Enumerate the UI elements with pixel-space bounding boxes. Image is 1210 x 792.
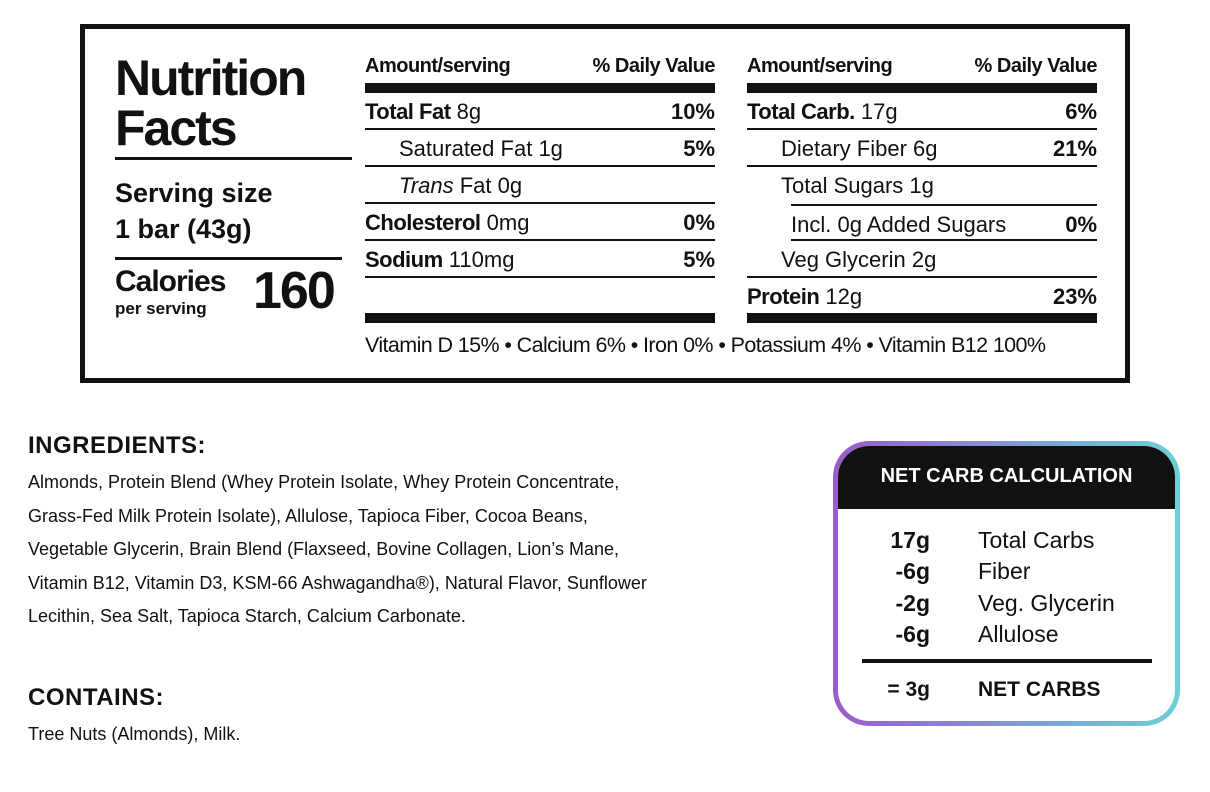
dv: 0%: [1065, 212, 1097, 237]
divider: [862, 659, 1152, 663]
divider: [115, 257, 342, 260]
nutrient-row: Saturated Fat 1g 5%: [365, 130, 715, 167]
dv: 5%: [683, 247, 715, 272]
label: Veg. Glycerin: [978, 590, 1115, 616]
label: Saturated Fat: [399, 136, 533, 161]
amount: -6g: [895, 558, 931, 584]
dv: 23%: [1052, 284, 1097, 309]
label: Sodium: [365, 247, 443, 272]
net-carb-inner: NET CARB CALCULATION 17g Total Carbs -6g F…: [838, 446, 1175, 721]
label-italic: Trans: [399, 173, 454, 198]
ingredients-heading: INGREDIENTS:: [28, 432, 207, 459]
column-header: Amount/serving % Daily Value: [365, 55, 716, 93]
amount: 17g: [890, 527, 930, 553]
dv: 21%: [1052, 136, 1097, 161]
label: NET CARBS: [978, 678, 1101, 701]
nutrient-row: Protein 12g 23%: [747, 278, 1097, 323]
nutrient-column: Amount/serving % Daily Value Total Carb. …: [747, 55, 1098, 323]
dv: 0%: [683, 210, 715, 235]
calories-value: 160: [253, 262, 336, 320]
label: Total Carbs: [978, 527, 1095, 553]
label: Total Sugars: [781, 173, 904, 198]
amount: 2g: [911, 247, 937, 272]
header-amount: Amount/serving: [747, 55, 893, 77]
contains-text: Tree Nuts (Almonds), Milk.: [28, 724, 241, 744]
nutrient-row: Total Fat 8g 10%: [365, 93, 715, 130]
ingredients-text: Almonds, Protein Blend (Whey Protein Iso…: [28, 472, 647, 626]
vitamins: Vitamin D 15% • Calcium 6% • Iron 0% • P…: [365, 333, 1046, 357]
label: Total Fat: [365, 99, 451, 124]
label: Total Carb.: [747, 99, 855, 124]
divider: [115, 157, 352, 160]
nutrient-column: Amount/serving % Daily Value Total Fat 8g…: [365, 55, 716, 323]
nutrient-row: Total Sugars 1g: [747, 167, 1097, 204]
net-carb-card: NET CARB CALCULATION 17g Total Carbs -6g F…: [833, 441, 1180, 726]
amount: 6g: [913, 136, 938, 161]
label: Protein: [747, 284, 820, 309]
serving-size-label: Serving size: [115, 178, 273, 208]
amount: 110mg: [448, 247, 515, 272]
amount: 17g: [860, 99, 898, 124]
nutrient-row: Incl. 0g Added Sugars 0%: [791, 204, 1097, 241]
label: Incl. 0g Added Sugars: [791, 212, 1007, 237]
serving-size: 1 bar (43g): [115, 214, 252, 244]
amount: -2g: [895, 590, 931, 616]
amount: 0g: [497, 173, 523, 198]
amount: 1g: [538, 136, 563, 161]
label: Veg Glycerin: [781, 247, 906, 272]
contains-heading: CONTAINS:: [28, 684, 165, 711]
label: Fat: [459, 173, 492, 198]
nutrient-row: [365, 278, 715, 323]
nutrient-row: Sodium 110mg 5%: [365, 241, 715, 278]
calories-sub: per serving: [115, 299, 207, 318]
dv: 6%: [1065, 99, 1097, 124]
label: Fiber: [978, 558, 1031, 584]
header-dv: % Daily Value: [974, 55, 1098, 77]
amount: 0mg: [486, 210, 530, 235]
nutrient-row: Veg Glycerin 2g: [747, 241, 1097, 278]
nutrient-row: Total Carb. 17g 6%: [747, 93, 1097, 130]
label: Allulose: [978, 621, 1059, 647]
label: Cholesterol: [365, 210, 481, 235]
header-amount: Amount/serving: [365, 55, 511, 77]
calories-label: Calories: [115, 265, 226, 298]
header-dv: % Daily Value: [592, 55, 716, 77]
net-carb-title: NET CARB CALCULATION: [838, 446, 1175, 509]
amount: -6g: [895, 621, 931, 647]
amount: = 3g: [887, 678, 930, 701]
nutrient-row: Trans Fat 0g: [365, 167, 715, 204]
nutrition-title: Nutrition Facts: [115, 50, 307, 156]
column-header: Amount/serving % Daily Value: [747, 55, 1098, 93]
dv: 5%: [683, 136, 715, 161]
nutrient-row: Dietary Fiber 6g 21%: [747, 130, 1097, 167]
serving: Serving size 1 bar (43g): [115, 175, 273, 247]
amount: 12g: [825, 284, 863, 309]
amount: 1g: [909, 173, 934, 198]
amount: 8g: [456, 99, 482, 124]
nutrient-row: Cholesterol 0mg 0%: [365, 204, 715, 241]
dv: 10%: [670, 99, 715, 124]
nutrition-facts-panel: Nutrition Facts Serving size 1 bar (43g)…: [80, 24, 1130, 383]
label: Dietary Fiber: [781, 136, 907, 161]
